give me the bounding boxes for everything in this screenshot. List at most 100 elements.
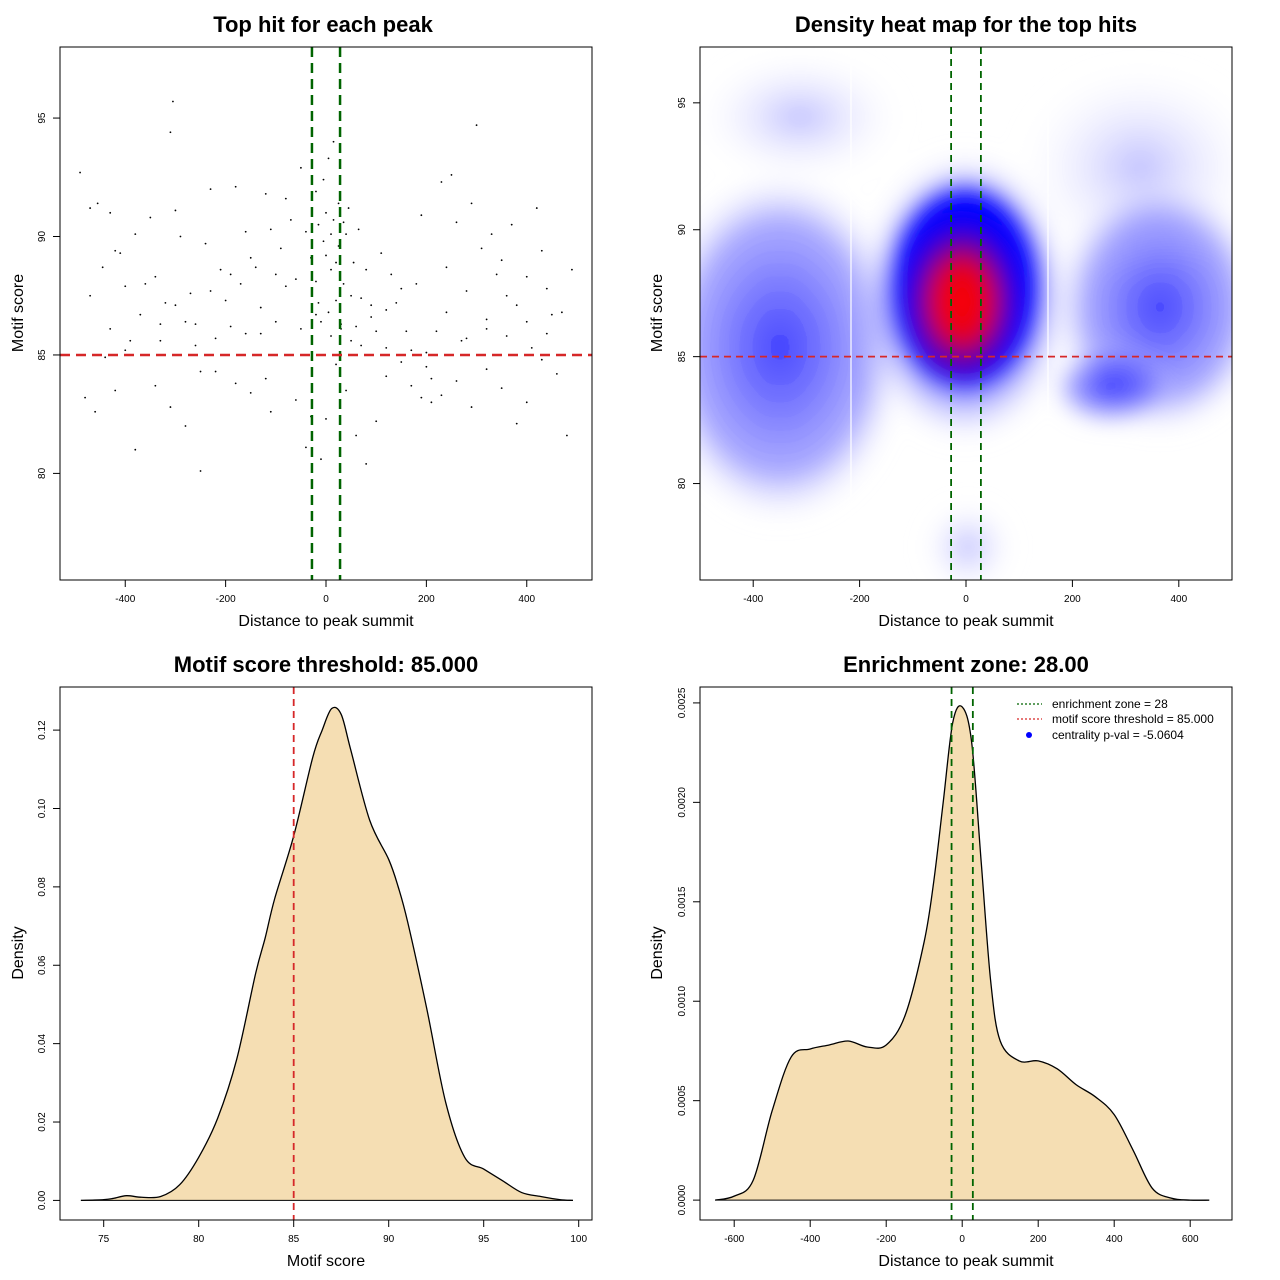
scatter-point bbox=[254, 266, 257, 269]
x-tick-label: 400 bbox=[1106, 1234, 1123, 1245]
x-tick-label: -400 bbox=[800, 1234, 820, 1245]
scatter-point bbox=[332, 219, 335, 221]
scatter-point bbox=[571, 268, 573, 271]
scatter-point bbox=[347, 207, 350, 209]
scatter-point bbox=[169, 131, 172, 134]
panel-distance-density: Enrichment zone: 28.00 -600 -400 -200 0 200 4… bbox=[649, 652, 1233, 1270]
y-axis: 80 85 90 95 bbox=[37, 112, 61, 479]
scatter-point bbox=[284, 285, 287, 288]
x-tick-label: 400 bbox=[518, 594, 535, 605]
scatter-point bbox=[425, 351, 428, 354]
scatter-point bbox=[335, 363, 337, 366]
scatter-point bbox=[430, 377, 433, 380]
scatter-point bbox=[89, 294, 92, 297]
scatter-point bbox=[159, 339, 162, 342]
scatter-point bbox=[365, 268, 368, 271]
scatter-point bbox=[325, 211, 327, 214]
x-tick-label: 85 bbox=[288, 1234, 300, 1245]
scatter-point bbox=[274, 320, 277, 323]
scatter-point bbox=[204, 242, 207, 245]
y-tick-label: 0.08 bbox=[37, 877, 48, 897]
y-tick-label: 0.12 bbox=[37, 720, 48, 740]
scatter-point bbox=[264, 192, 267, 195]
y-axis-label: Density bbox=[649, 926, 666, 979]
y-tick-label: 0.0010 bbox=[677, 986, 688, 1017]
scatter-point bbox=[279, 247, 282, 250]
scatter-point bbox=[234, 185, 237, 188]
panel-heatmap: Density heat map for the top hits -400 -2… bbox=[649, 12, 1233, 630]
scatter-point bbox=[330, 335, 332, 337]
y-tick-label: 95 bbox=[37, 112, 48, 124]
x-tick-label: 0 bbox=[323, 594, 329, 605]
scatter-point bbox=[465, 337, 468, 340]
x-tick-label: -200 bbox=[216, 594, 236, 605]
x-tick-label: 200 bbox=[418, 594, 435, 605]
scatter-point bbox=[385, 309, 388, 311]
plot-area bbox=[715, 687, 1210, 1220]
scatter-point bbox=[249, 391, 252, 394]
scatter-point bbox=[400, 287, 403, 290]
chart-title: Enrichment zone: 28.00 bbox=[843, 652, 1089, 677]
scatter-point bbox=[352, 261, 355, 264]
x-tick-label: 90 bbox=[383, 1234, 395, 1245]
scatter-point bbox=[405, 330, 408, 333]
y-axis: 80 85 90 95 bbox=[677, 97, 701, 489]
scatter-point bbox=[179, 235, 182, 238]
scatter-point bbox=[264, 377, 267, 380]
scatter-point bbox=[149, 216, 152, 219]
scatter-point bbox=[300, 166, 302, 169]
scatter-point bbox=[244, 332, 247, 335]
scatter-point bbox=[139, 313, 142, 316]
scatter-point bbox=[274, 273, 277, 276]
scatter-point bbox=[555, 373, 558, 375]
scatter-point bbox=[485, 327, 488, 330]
scatter-point bbox=[96, 202, 99, 205]
x-tick-label: 100 bbox=[570, 1234, 587, 1245]
scatter-point bbox=[194, 323, 197, 326]
scatter-point bbox=[322, 240, 325, 243]
x-axis-label: Distance to peak summit bbox=[878, 613, 1054, 630]
y-tick-label: 90 bbox=[677, 224, 688, 236]
scatter-point bbox=[460, 339, 463, 342]
scatter-point bbox=[189, 292, 192, 295]
scatter-point bbox=[119, 252, 122, 254]
scatter-point bbox=[124, 285, 127, 288]
scatter-point bbox=[495, 273, 498, 276]
scatter-point bbox=[470, 202, 473, 205]
legend-label-score-threshold: motif score threshold = 85.000 bbox=[1052, 712, 1214, 726]
scatter-point bbox=[320, 458, 322, 461]
scatter-point bbox=[317, 223, 320, 226]
scatter-point bbox=[545, 332, 548, 335]
y-tick-label: 0.10 bbox=[37, 798, 48, 818]
scatter-point bbox=[530, 346, 533, 349]
scatter-point bbox=[194, 344, 197, 347]
scatter-point bbox=[134, 448, 137, 451]
scatter-point bbox=[500, 387, 503, 390]
scatter-point bbox=[174, 304, 177, 307]
scatter-point bbox=[289, 219, 292, 221]
density-curve bbox=[715, 705, 1210, 1201]
scatter-point bbox=[294, 399, 297, 401]
scatter-point bbox=[355, 325, 358, 328]
scatter-point bbox=[535, 207, 538, 209]
scatter-point bbox=[425, 365, 428, 368]
scatter-point bbox=[420, 214, 423, 217]
density-fill bbox=[715, 705, 1210, 1201]
y-tick-label: 0.02 bbox=[37, 1112, 48, 1132]
x-tick-label: 400 bbox=[1170, 594, 1187, 605]
scatter-point bbox=[566, 434, 568, 437]
scatter-point bbox=[239, 282, 242, 285]
scatter-point bbox=[365, 463, 368, 465]
scatter-point bbox=[214, 370, 217, 373]
scatter-point bbox=[545, 287, 548, 290]
x-tick-label: -400 bbox=[115, 594, 135, 605]
scatter-point bbox=[159, 323, 162, 326]
scatter-point bbox=[300, 327, 302, 330]
y-axis: 0.00 0.02 0.04 0.06 0.08 0.10 0.12 bbox=[37, 720, 61, 1210]
x-axis: -400 -200 0 200 400 bbox=[743, 579, 1188, 605]
scatter-point bbox=[370, 316, 373, 318]
scatter-point bbox=[505, 335, 508, 337]
y-tick-label: 90 bbox=[37, 231, 48, 243]
scatter-point bbox=[94, 410, 97, 413]
